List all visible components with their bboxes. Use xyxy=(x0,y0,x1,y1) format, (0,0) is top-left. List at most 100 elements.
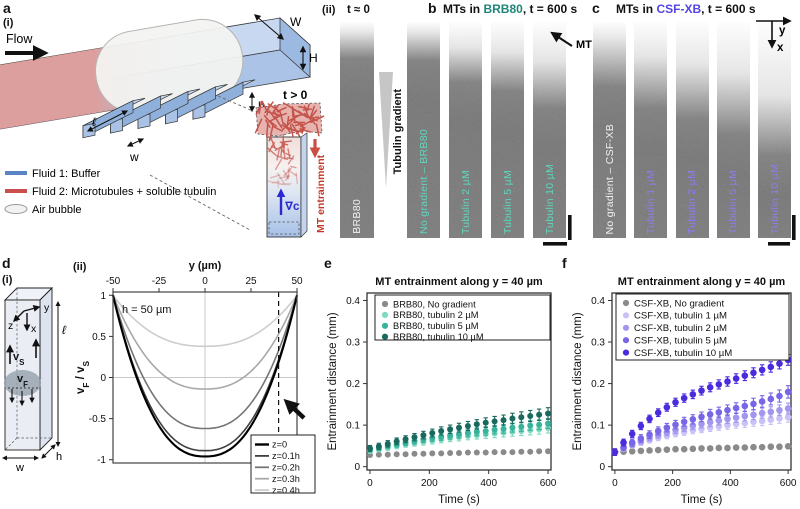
mt-annotation-arrow xyxy=(550,31,573,47)
svg-text:BRB80, tubulin 10 µM: BRB80, tubulin 10 µM xyxy=(393,332,484,342)
panel-c-title-post: , t = 600 s xyxy=(701,2,756,16)
film-grain-overlay xyxy=(340,22,374,238)
panel-c-strips: No gradient – CSF-XB Tubulin 1 µM Tubulin … xyxy=(593,22,791,238)
svg-text:0: 0 xyxy=(599,462,605,473)
svg-text:Time (s): Time (s) xyxy=(681,494,723,506)
svg-text:Entrainment distance (mm): Entrainment distance (mm) xyxy=(327,312,339,450)
gradient-label: ∇c xyxy=(285,201,300,213)
panel-a-legend: Fluid 1: Buffer Fluid 2: Microtubules + … xyxy=(4,168,216,216)
svg-text:0.3: 0.3 xyxy=(346,338,360,349)
entrainment-label: MT entrainment xyxy=(315,154,327,233)
svg-text:CSF-XB, tubulin 10 µM: CSF-XB, tubulin 10 µM xyxy=(634,348,732,359)
axis-z-label: z xyxy=(8,320,13,332)
micrograph-strip: Tubulin 10 µM xyxy=(533,22,566,238)
panel-d-sub-ii: (ii) xyxy=(73,261,87,273)
panel-c-scalebar-vertical xyxy=(792,215,796,240)
svg-text:400: 400 xyxy=(722,478,739,489)
panel-e-chart: 0 0.1 0.2 0.3 0.4 0 200 400 600 Time (s) Entrainme… xyxy=(327,276,557,506)
svg-text:25: 25 xyxy=(245,276,257,287)
panel-aii-strips: BRB80 xyxy=(340,22,374,238)
film-grain-overlay xyxy=(716,22,750,238)
panel-a-schematic: W H ℓ w h Flow Fluid 1: Buffer Fluid 2: … xyxy=(0,14,327,238)
vs-arrows xyxy=(6,338,40,364)
svg-text:CSF-XB, tubulin 5 µM: CSF-XB, tubulin 5 µM xyxy=(634,336,727,347)
svg-text:MT entrainment along y = 40 µm: MT entrainment along y = 40 µm xyxy=(618,276,786,288)
panel-d-velocity-chart: -50 -25 0 25 50 y (µm) 1 0.5 0 -0.5 -1 vF / vS h = 5… xyxy=(75,260,316,495)
svg-text:vF: vF xyxy=(17,373,28,389)
panel-b-strips: No gradient – BRB80 Tubulin 2 µM Tubulin 5… xyxy=(407,22,566,238)
svg-text:z=0.2h: z=0.2h xyxy=(272,463,300,473)
panel-c-scalebar-horizontal xyxy=(768,242,790,246)
film-grain-overlay xyxy=(407,22,440,238)
micrograph-strip: Tubulin 2 µM xyxy=(675,22,709,238)
film-grain-overlay xyxy=(491,22,524,238)
panel-f-label: f xyxy=(562,255,567,271)
panel-a-sub-i: (i) xyxy=(3,17,14,29)
flow-label: Flow xyxy=(6,32,33,46)
svg-text:0.2: 0.2 xyxy=(591,379,605,390)
film-grain-overlay xyxy=(758,22,791,238)
micrograph-strip: No gradient – BRB80 xyxy=(407,22,440,238)
film-grain-overlay xyxy=(675,22,709,238)
dim-w-label: w xyxy=(129,150,139,164)
svg-text:CSF-XB, No gradient: CSF-XB, No gradient xyxy=(634,298,724,309)
film-grain-overlay xyxy=(593,22,626,238)
svg-text:Entrainment distance (mm): Entrainment distance (mm) xyxy=(572,312,584,450)
svg-text:BRB80, No gradient: BRB80, No gradient xyxy=(393,299,476,309)
mt-squiggles-channel xyxy=(266,134,299,188)
legend-label-bubble: Air bubble xyxy=(32,204,82,216)
svg-text:-0.5: -0.5 xyxy=(89,414,107,425)
svg-text:0: 0 xyxy=(354,462,360,473)
panel-b-scalebar-horizontal xyxy=(543,242,567,246)
svg-text:-1: -1 xyxy=(97,455,106,466)
svg-text:z=0.3h: z=0.3h xyxy=(272,474,300,484)
svg-text:0: 0 xyxy=(202,276,208,287)
svg-text:h = 50 µm: h = 50 µm xyxy=(122,304,171,316)
svg-text:400: 400 xyxy=(480,478,497,489)
svg-text:MT entrainment along y = 40 µm: MT entrainment along y = 40 µm xyxy=(375,276,543,288)
mt-squiggles-blob xyxy=(254,100,325,142)
svg-text:600: 600 xyxy=(780,478,797,489)
vf-label: vF xyxy=(17,373,28,389)
micrograph-strip: Tubulin 5 µM xyxy=(716,22,750,238)
axis-marker-x-label: x xyxy=(777,42,784,54)
svg-text:0.1: 0.1 xyxy=(591,421,605,432)
svg-text:200: 200 xyxy=(664,478,681,489)
micrograph-strip: Tubulin 2 µM xyxy=(449,22,482,238)
channel-dimension-arrows xyxy=(253,14,307,71)
dim-l-label: ℓ xyxy=(92,115,97,129)
scale-bars xyxy=(543,215,796,246)
svg-text:1: 1 xyxy=(100,291,106,302)
svg-text:0.5: 0.5 xyxy=(92,332,106,343)
panel-d-sub-i: (i) xyxy=(2,274,13,286)
svg-text:0.2: 0.2 xyxy=(346,379,360,390)
film-grain-overlay xyxy=(533,22,566,238)
svg-text:0: 0 xyxy=(612,478,618,489)
axis-y-label: y xyxy=(44,302,50,314)
axis-x-label: x xyxy=(31,323,37,335)
strip-label: BRB80 xyxy=(351,199,363,234)
dim-l-label: ℓ xyxy=(62,323,67,337)
svg-text:0: 0 xyxy=(367,478,373,489)
inset-side-channel: t > 0 ∇c MT entrainment xyxy=(254,88,327,238)
vs-label: vS xyxy=(13,351,24,367)
micrograph-strip: Tubulin 5 µM xyxy=(491,22,524,238)
svg-text:CSF-XB, tubulin 2 µM: CSF-XB, tubulin 2 µM xyxy=(634,323,727,334)
svg-text:vS: vS xyxy=(13,351,24,367)
inset-connector-lines xyxy=(149,95,254,231)
panel-f-chart: 0 0.1 0.2 0.3 0.4 0 200 400 600 Time (s) Entrainme… xyxy=(572,276,797,506)
panel-c-title-accent: CSF-XB xyxy=(656,2,702,16)
panel-b-title-pre: MTs in xyxy=(443,2,484,16)
svg-text:y (µm): y (µm) xyxy=(189,260,222,272)
panel-b-title-accent: BRB80 xyxy=(483,2,523,16)
svg-text:200: 200 xyxy=(421,478,438,489)
legend-label-fluid1: Fluid 1: Buffer xyxy=(32,168,101,180)
micrograph-strip: Tubulin 1 µM xyxy=(634,22,668,238)
svg-text:vF / vS: vF / vS xyxy=(75,361,91,394)
panel-a-label: a xyxy=(3,0,11,16)
legend-swatch-bubble xyxy=(4,204,28,214)
svg-text:0.1: 0.1 xyxy=(346,421,360,432)
inset-time-label: t > 0 xyxy=(283,88,308,102)
panel-c-title-pre: MTs in xyxy=(616,2,657,16)
svg-text:CSF-XB, tubulin 1 µM: CSF-XB, tubulin 1 µM xyxy=(634,311,727,322)
